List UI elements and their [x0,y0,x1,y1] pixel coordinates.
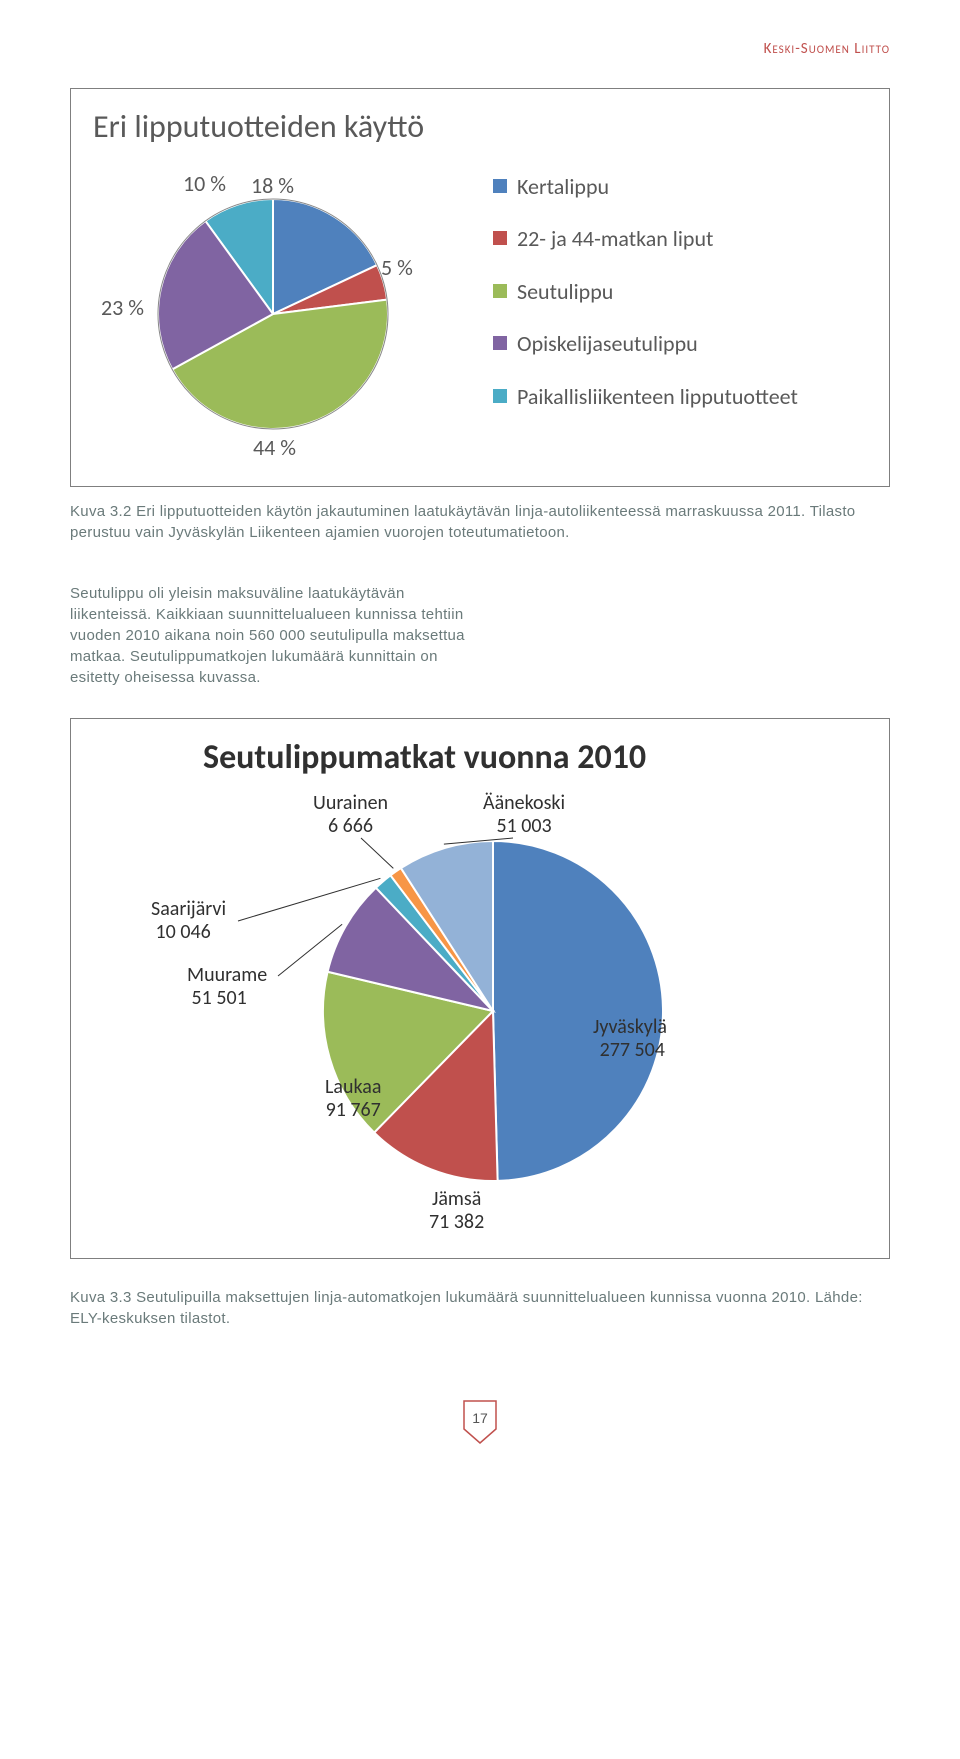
chart1-slice-label-2: 44 % [253,434,296,461]
chart1-pie: 18 % 5 % 44 % 23 % 10 % [93,164,453,464]
chart1-slice-label-0: 18 % [251,172,294,199]
chart1-caption: Kuva 3.2 Eri lipputuotteiden käytön jaka… [70,501,890,543]
chart1-slice-label-3: 23 % [101,294,144,321]
page-number: 17 [460,1399,500,1445]
org-header: Keski-Suomen Liitto [70,40,890,58]
legend-label: Seutulippu [517,279,613,305]
chart2-pie: Uurainen6 666 Äänekoski51 003 Saarijärvi… [93,786,867,1236]
body-paragraph: Seutulippu oli yleisin maksuväline laatu… [70,583,470,688]
legend-label: Paikallisliikenteen lipputuotteet [517,384,798,410]
legend-item: Seutulippu [493,279,867,305]
legend-item: 22- ja 44-matkan liput [493,226,867,252]
chart1-slice-label-4: 10 % [183,170,226,197]
chart2-title: Seutulippumatkat vuonna 2010 [203,737,867,778]
chart2-container: Seutulippumatkat vuonna 2010 Uurainen6 6… [70,718,890,1259]
legend-item: Kertalippu [493,174,867,200]
legend-label: Opiskelijaseutulippu [517,331,698,357]
chart2-label-muurame: Muurame 51 501 [187,964,267,1010]
chart2-label-laukaa: Laukaa91 767 [325,1076,381,1122]
legend-swatch [493,284,507,298]
chart2-label-jyvaskyla: Jyväskylä 277 504 [593,1016,667,1062]
legend-item: Paikallisliikenteen lipputuotteet [493,384,867,410]
chart2-label-uurainen: Uurainen6 666 [313,792,388,838]
legend-label: Kertalippu [517,174,609,200]
legend-swatch [493,231,507,245]
chart2-label-jamsa: Jämsä71 382 [429,1188,484,1234]
chart2-caption: Kuva 3.3 Seutulipuilla maksettujen linja… [70,1287,890,1329]
chart1-container: Eri lipputuotteiden käyttö 18 % 5 % 44 %… [70,88,890,487]
chart1-legend: Kertalippu 22- ja 44-matkan liput Seutul… [493,164,867,436]
chart1-slice-label-1: 5 % [381,254,413,281]
legend-swatch [493,179,507,193]
legend-swatch [493,336,507,350]
chart1-title: Eri lipputuotteiden käyttö [93,107,867,146]
legend-item: Opiskelijaseutulippu [493,331,867,357]
legend-label: 22- ja 44-matkan liput [517,226,713,252]
legend-swatch [493,389,507,403]
chart2-label-saarijarvi: Saarijärvi 10 046 [151,898,226,944]
chart2-label-aanekoski: Äänekoski51 003 [483,792,565,838]
